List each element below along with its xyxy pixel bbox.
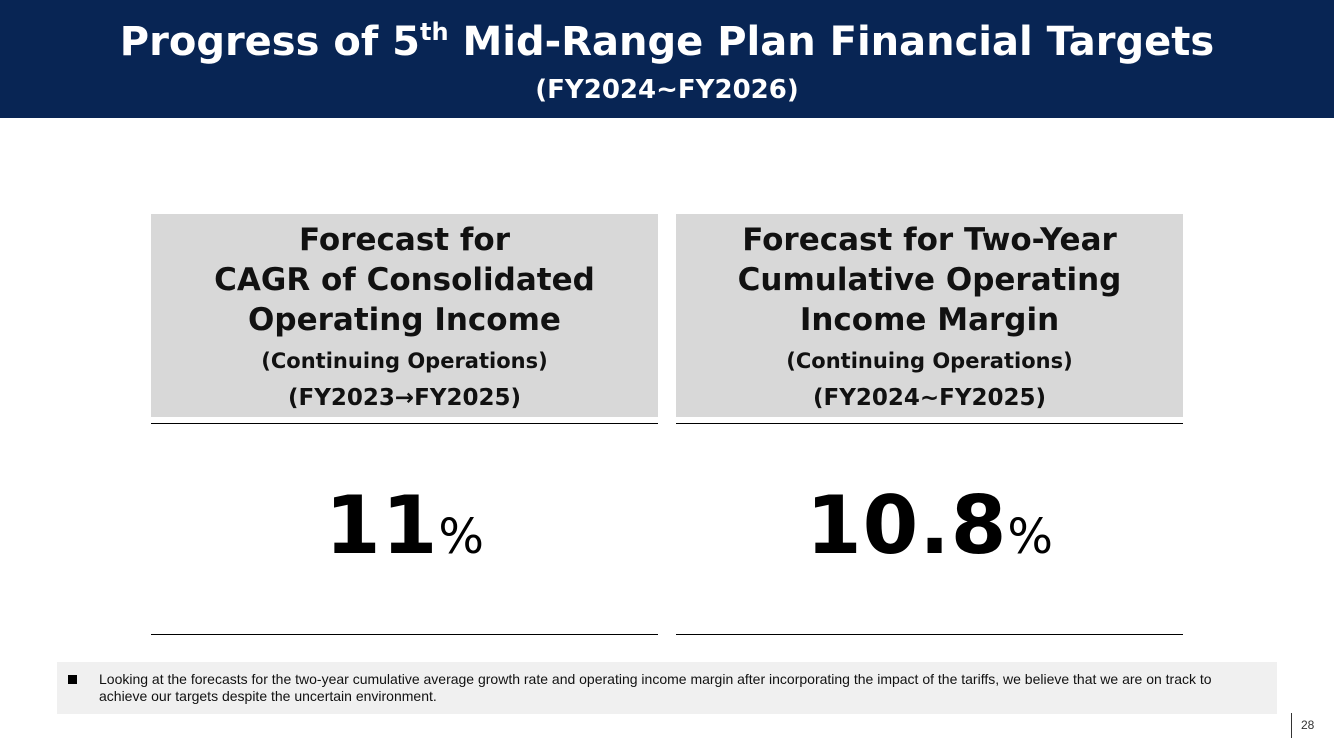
page-number: 28 (1291, 713, 1314, 738)
card-period: (FY2024~FY2025) (676, 383, 1183, 413)
card-value: 11% (151, 486, 658, 566)
footnote-text: Looking at the forecasts for the two-yea… (99, 671, 1212, 704)
card-title-line: Income Margin (676, 300, 1183, 340)
slide-title-superscript: th (420, 18, 449, 46)
cagr-forecast-card: Forecast for CAGR of Consolidated Operat… (151, 214, 658, 417)
value-unit: % (438, 509, 484, 565)
slide-title: Progress of 5th Mid-Range Plan Financial… (0, 14, 1334, 70)
value-number: 10.8 (806, 479, 1007, 572)
value-number: 11 (325, 479, 438, 572)
value-unit: % (1007, 509, 1053, 565)
divider-line (151, 423, 658, 424)
card-value: 10.8% (676, 486, 1183, 566)
slide-title-part-1: Progress of 5 (120, 19, 420, 65)
card-note: (Continuing Operations) (151, 347, 658, 375)
square-bullet-icon (68, 675, 77, 684)
footnote-box: Looking at the forecasts for the two-yea… (57, 662, 1277, 714)
card-header: Forecast for Two-Year Cumulative Operati… (676, 214, 1183, 417)
slide-subtitle: (FY2024~FY2026) (0, 73, 1334, 107)
card-title-line: CAGR of Consolidated (151, 260, 658, 300)
margin-forecast-card: Forecast for Two-Year Cumulative Operati… (676, 214, 1183, 417)
divider-line (151, 634, 658, 635)
card-period: (FY2023→FY2025) (151, 383, 658, 413)
divider-line (676, 634, 1183, 635)
card-title-line: Cumulative Operating (676, 260, 1183, 300)
card-header: Forecast for CAGR of Consolidated Operat… (151, 214, 658, 417)
card-title-line: Forecast for (151, 220, 658, 260)
slide-header: Progress of 5th Mid-Range Plan Financial… (0, 0, 1334, 118)
card-title-line: Forecast for Two-Year (676, 220, 1183, 260)
card-note: (Continuing Operations) (676, 347, 1183, 375)
slide-title-part-2: Mid-Range Plan Financial Targets (449, 19, 1215, 65)
divider-line (676, 423, 1183, 424)
card-title-line: Operating Income (151, 300, 658, 340)
